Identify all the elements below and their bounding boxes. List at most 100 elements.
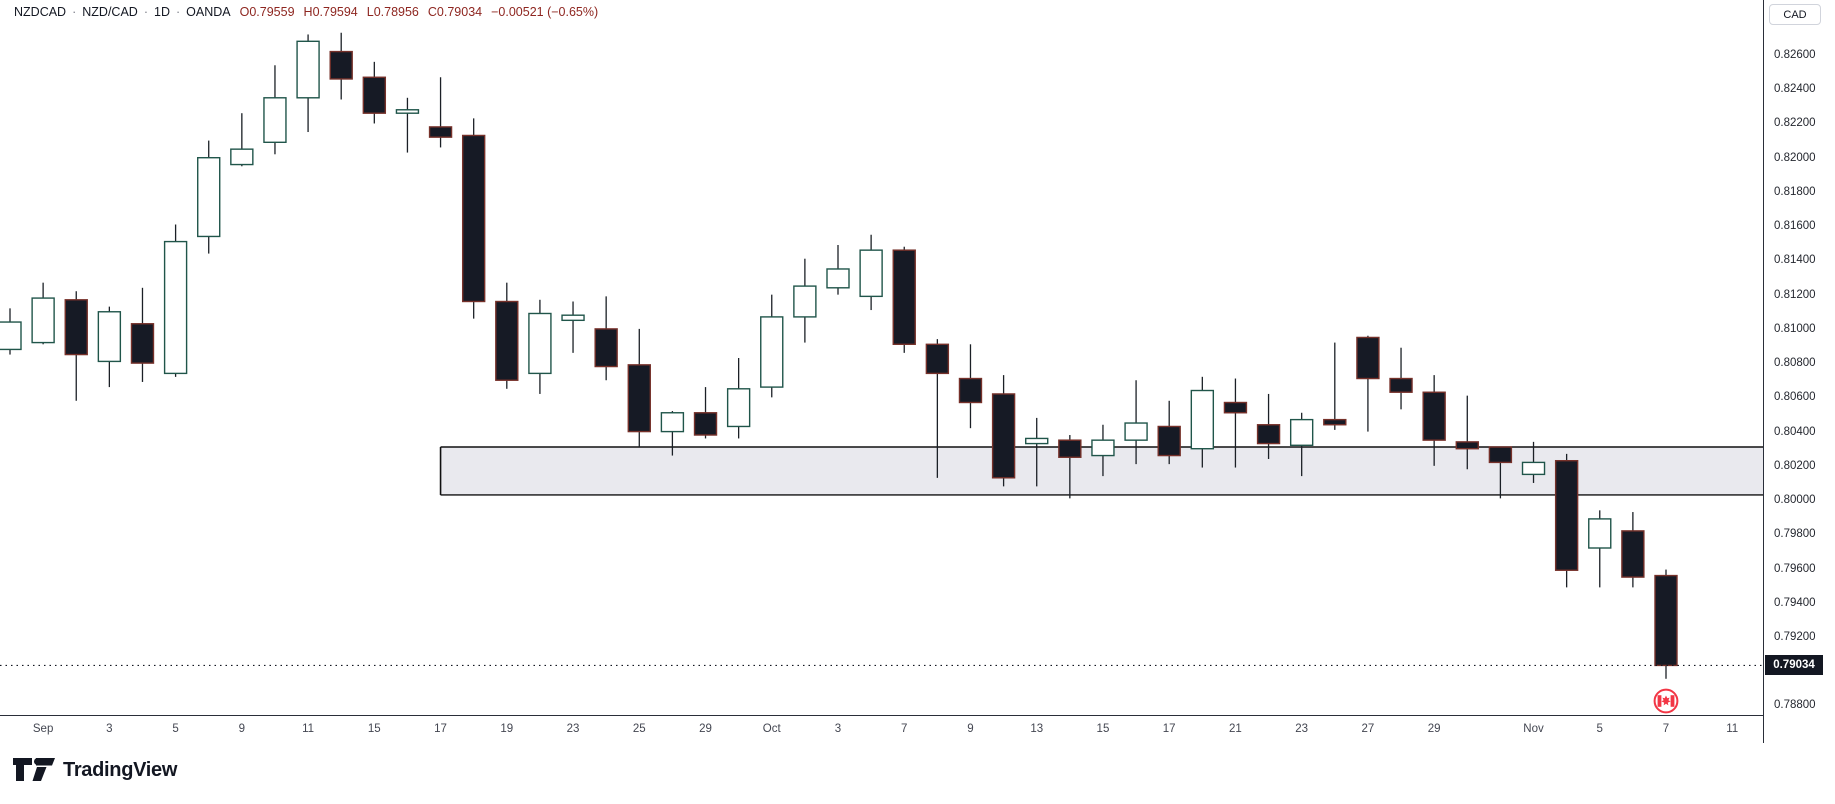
- candle-oct-16[interactable]: [1124, 380, 1148, 465]
- ohlc-close-value: 0.79034: [436, 5, 483, 19]
- candle-oct-21[interactable]: [1223, 378, 1248, 468]
- exchange-label: OANDA: [186, 5, 231, 19]
- time-tick-15: 15: [367, 723, 381, 735]
- candle-sep-26[interactable]: [660, 411, 685, 456]
- candle-oct-10[interactable]: [991, 375, 1016, 487]
- time-tick-27: 27: [1361, 723, 1375, 735]
- time-tick-7: 7: [1662, 723, 1670, 735]
- price-label-0.81000: 0.81000: [1774, 322, 1816, 335]
- candle-oct-2[interactable]: [793, 258, 817, 343]
- legend-separator: ·: [72, 5, 77, 19]
- time-axis[interactable]: Sep 3 5 9 11 15 17 19 23 25 29 Oct 3 7 9 13 15 17 21 23 27 29…: [0, 715, 1763, 743]
- candle-sep-5[interactable]: [163, 224, 188, 377]
- candle-oct-6[interactable]: [859, 234, 883, 311]
- interval-label[interactable]: 1D: [154, 5, 170, 19]
- tradingview-logo-mark: [13, 758, 55, 781]
- price-label-0.79400: 0.79400: [1774, 596, 1816, 609]
- candle-sep-30[interactable]: [726, 357, 751, 439]
- candle-sep-24[interactable]: [594, 296, 618, 381]
- candle-sep-11[interactable]: [296, 34, 320, 133]
- candle-sep-18[interactable]: [461, 118, 486, 319]
- candle-sep-22[interactable]: [528, 299, 552, 394]
- candle-oct-23[interactable]: [1289, 412, 1314, 477]
- candle-oct-30[interactable]: [1455, 395, 1479, 470]
- time-tick-29: 29: [699, 723, 712, 735]
- tradingview-logo-text: TradingView: [63, 758, 178, 781]
- candle-sep-25[interactable]: [627, 328, 651, 448]
- price-label-0.82600: 0.82600: [1774, 49, 1816, 61]
- candle-oct-31[interactable]: [1488, 446, 1513, 499]
- price-label-0.80000: 0.80000: [1774, 494, 1816, 507]
- canada-flag-event-icon[interactable]: [1653, 688, 1679, 714]
- time-tick-5: 5: [1596, 723, 1603, 735]
- candle-sep-1[interactable]: [31, 282, 55, 345]
- last-price-label[interactable]: 0.79034: [1765, 655, 1823, 676]
- candle-sep-9[interactable]: [230, 113, 254, 167]
- candle-nov-4[interactable]: [1554, 453, 1579, 588]
- candle-nov-5[interactable]: [1588, 510, 1612, 588]
- tradingview-chart: NZDCAD · NZD/CAD · 1D · OANDA O0.79559 H…: [0, 0, 1835, 743]
- candle-oct-20[interactable]: [1190, 376, 1215, 468]
- candle-oct-24[interactable]: [1323, 342, 1347, 430]
- candle-sep-2[interactable]: [64, 291, 88, 401]
- candle-sep-29[interactable]: [693, 387, 718, 439]
- ohlc-low-value: 0.78956: [373, 5, 419, 19]
- time-tick-nov: Nov: [1523, 723, 1544, 735]
- time-tick-17: 17: [434, 723, 447, 735]
- symbol-legend: NZDCAD · NZD/CAD · 1D · OANDA O0.79559 H…: [14, 4, 598, 20]
- candle-oct-14[interactable]: [1058, 435, 1082, 499]
- candle-oct-3[interactable]: [826, 245, 850, 295]
- time-tick-17: 17: [1162, 723, 1176, 735]
- candle-sep-17[interactable]: [428, 77, 453, 148]
- candle-oct-22[interactable]: [1256, 393, 1281, 459]
- candle-sep-16[interactable]: [395, 97, 420, 153]
- candle-sep-3[interactable]: [97, 306, 122, 388]
- candle-oct-7[interactable]: [892, 246, 916, 353]
- price-label-0.82000: 0.82000: [1774, 151, 1816, 164]
- candle-oct-1[interactable]: [760, 294, 784, 398]
- legend-separator: ·: [175, 5, 181, 19]
- price-label-0.80800: 0.80800: [1774, 357, 1816, 370]
- price-axis[interactable]: CAD 0.79034 0.82600 0.82400 0.82200 0.82000…: [1763, 0, 1835, 743]
- time-tick-13: 13: [1030, 723, 1044, 735]
- candle-oct-29[interactable]: [1422, 375, 1446, 466]
- price-label-0.82400: 0.82400: [1774, 83, 1816, 96]
- candlestick-chart-canvas[interactable]: [0, 0, 1763, 715]
- time-tick-7: 7: [901, 723, 908, 735]
- time-tick-oct: Oct: [762, 723, 781, 735]
- candle-aug-29[interactable]: [0, 308, 22, 355]
- candle-sep-8[interactable]: [197, 140, 221, 254]
- price-label-0.81800: 0.81800: [1774, 185, 1816, 198]
- candle-oct-27[interactable]: [1356, 335, 1380, 432]
- ohlc-close-key: C: [427, 5, 437, 19]
- candle-sep-10[interactable]: [263, 65, 287, 155]
- candle-oct-28[interactable]: [1389, 347, 1413, 410]
- ohlc-low-key: L: [366, 5, 374, 19]
- change-value: −0.00521 (−0.65%): [491, 5, 599, 19]
- candle-sep-19[interactable]: [495, 282, 519, 389]
- candle-nov-3[interactable]: [1521, 441, 1546, 483]
- candle-oct-13[interactable]: [1025, 417, 1049, 487]
- candle-oct-8[interactable]: [925, 339, 950, 478]
- price-label-0.81400: 0.81400: [1774, 254, 1816, 267]
- ohlc-open-value: 0.79559: [249, 5, 295, 19]
- candle-sep-23[interactable]: [561, 301, 585, 353]
- candle-nov-6[interactable]: [1621, 512, 1645, 588]
- symbol-name[interactable]: NZDCAD: [14, 5, 67, 19]
- ohlc-high-value: 0.79594: [312, 5, 358, 19]
- time-tick-9: 9: [238, 723, 246, 735]
- candle-sep-12[interactable]: [329, 32, 353, 100]
- candle-oct-9[interactable]: [958, 344, 983, 429]
- candle-oct-15[interactable]: [1091, 424, 1115, 477]
- candle-sep-15[interactable]: [362, 61, 387, 124]
- time-tick-21: 21: [1229, 723, 1242, 735]
- time-tick-11: 11: [1726, 723, 1739, 735]
- candle-nov-7[interactable]: [1654, 569, 1678, 679]
- candle-oct-17[interactable]: [1157, 400, 1181, 465]
- price-label-0.81200: 0.81200: [1774, 288, 1816, 301]
- legend-separator: ·: [143, 5, 148, 19]
- price-label-0.82200: 0.82200: [1774, 117, 1816, 130]
- tradingview-logo[interactable]: TradingView: [13, 757, 177, 783]
- currency-button[interactable]: CAD: [1769, 4, 1821, 25]
- candle-sep-4[interactable]: [130, 287, 155, 382]
